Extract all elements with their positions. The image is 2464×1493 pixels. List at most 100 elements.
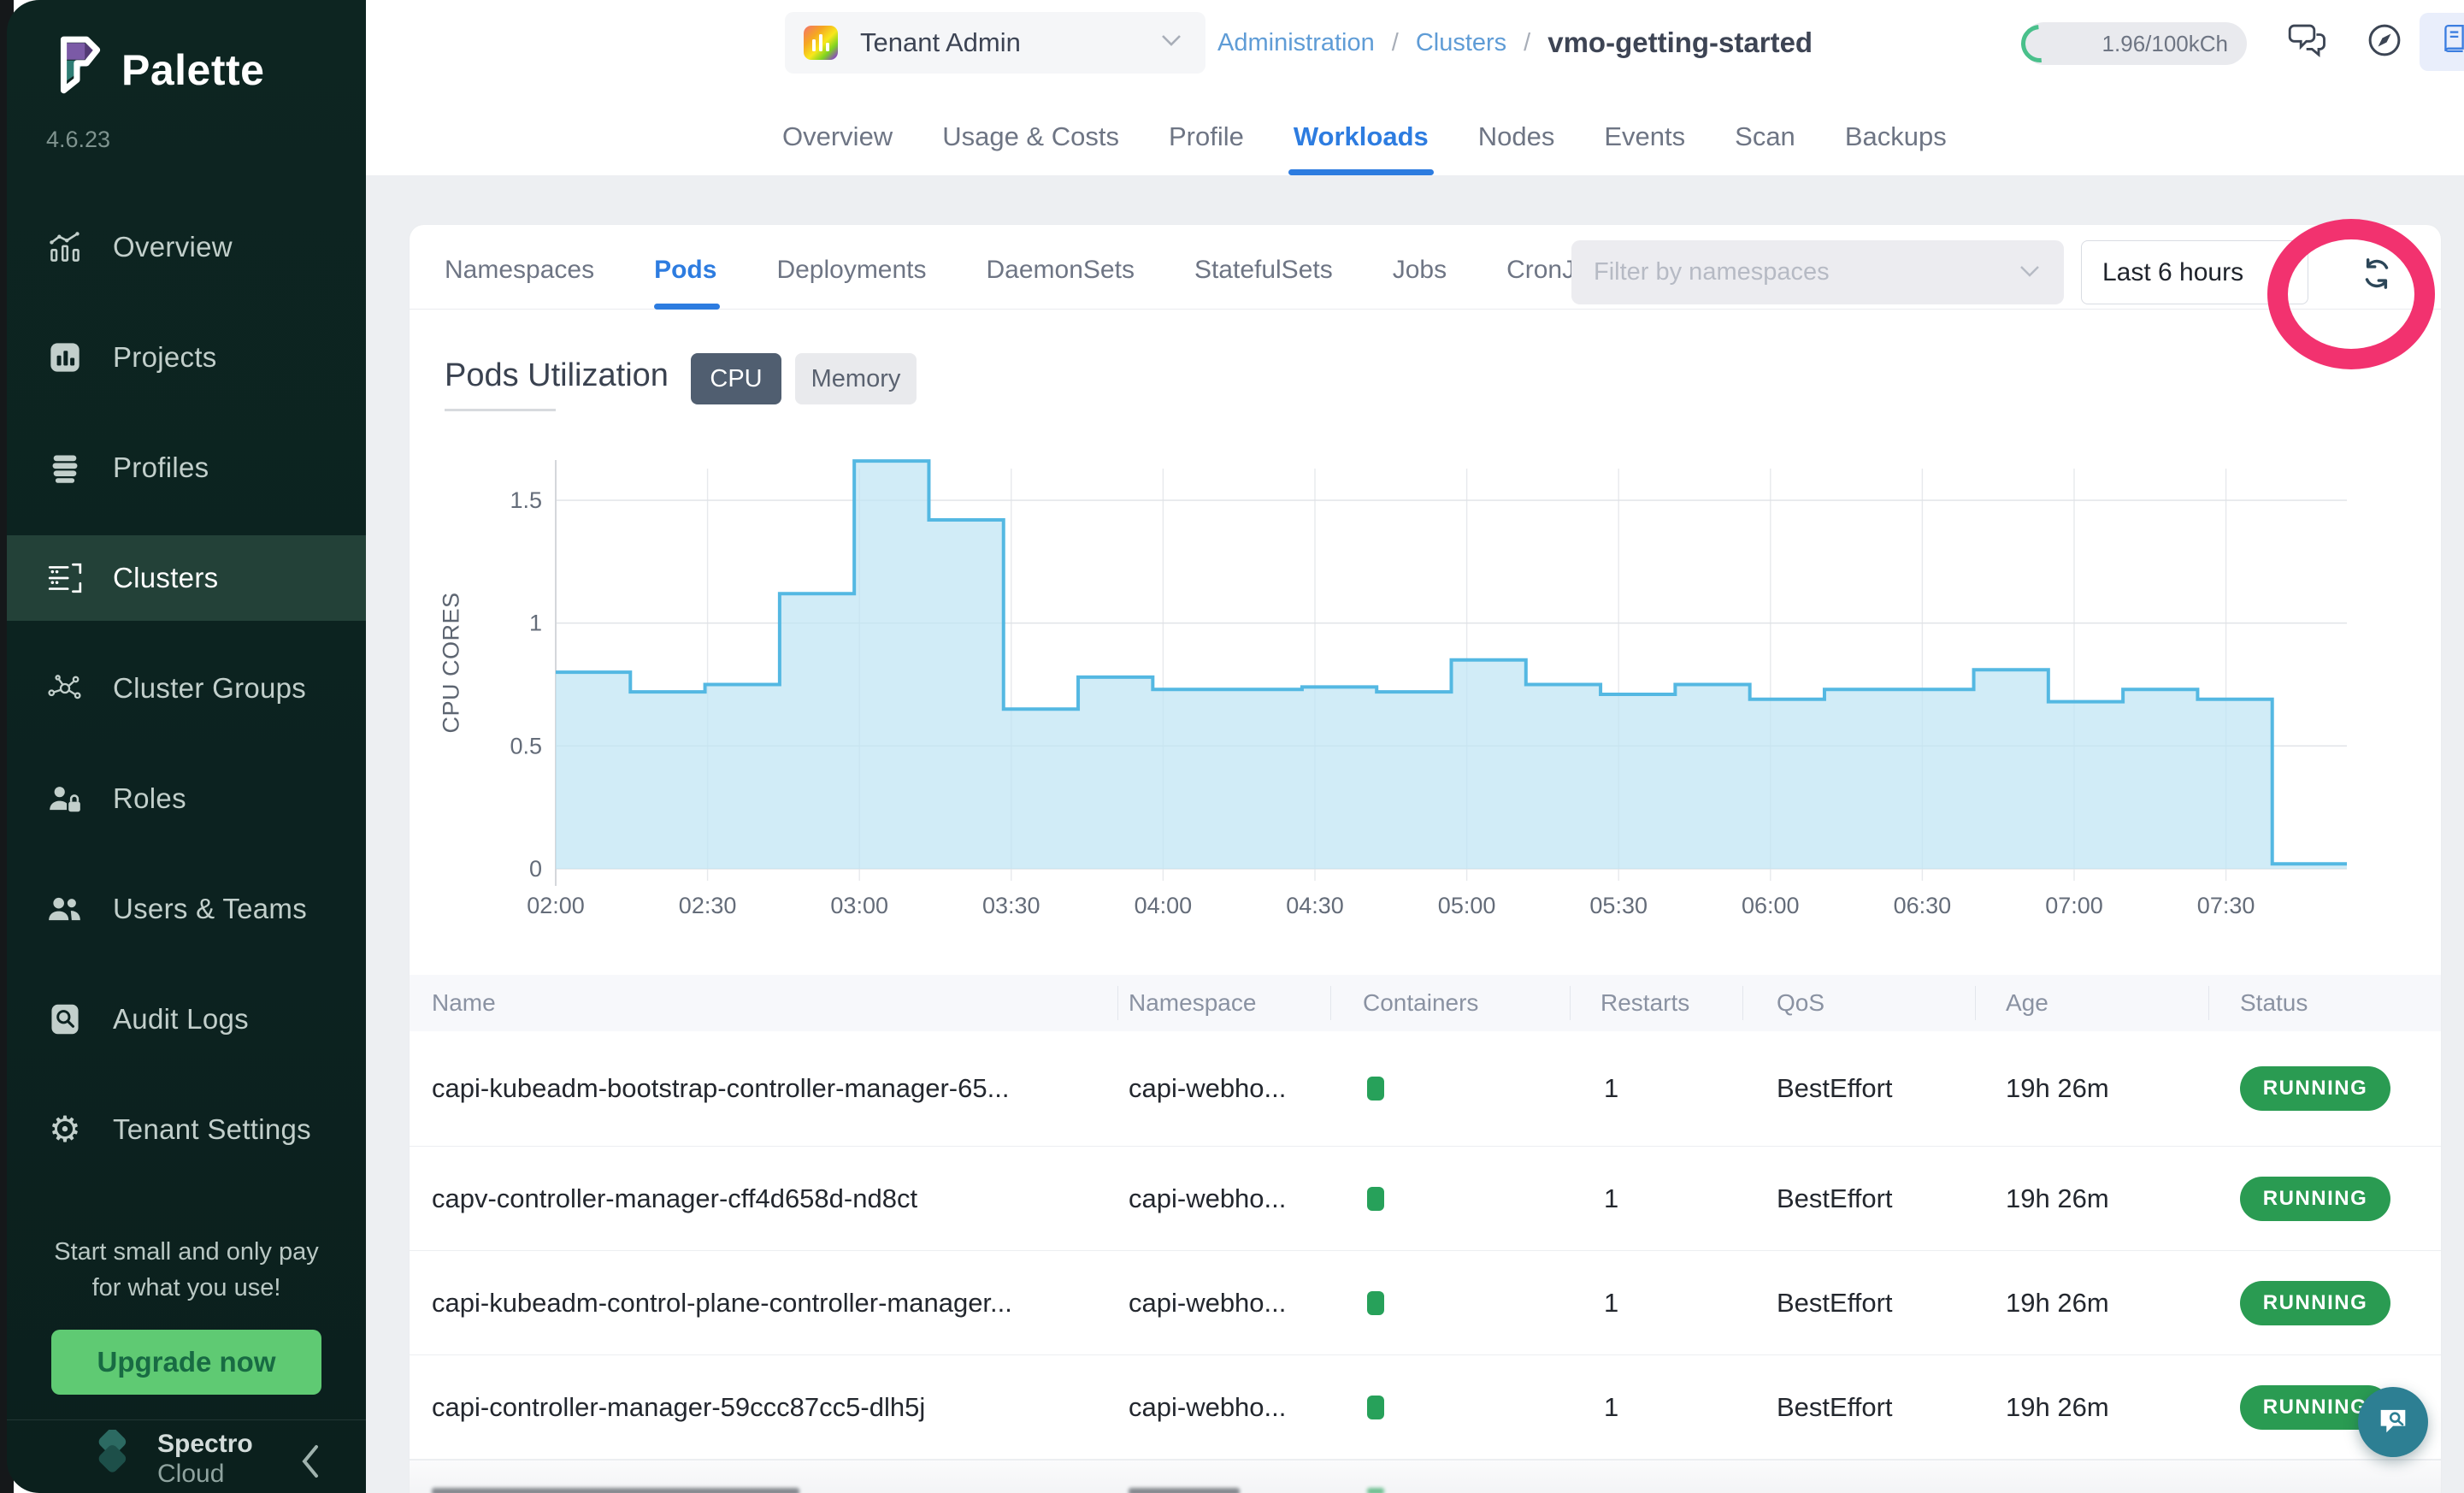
sidebar-item-clusters[interactable]: Clusters bbox=[7, 535, 366, 621]
cluster-tabs: Overview Usage & Costs Profile Workloads Nod… bbox=[782, 98, 1947, 175]
upgrade-now-button[interactable]: Upgrade now bbox=[51, 1330, 321, 1395]
compass-icon bbox=[2363, 19, 2406, 66]
workload-tab-pods[interactable]: Pods bbox=[654, 231, 721, 310]
memory-toggle-button[interactable]: Memory bbox=[795, 353, 917, 404]
sidebar-collapse-button[interactable] bbox=[289, 1442, 332, 1484]
feedback-chat-button[interactable] bbox=[2283, 17, 2332, 67]
workload-tab-deployments[interactable]: Deployments bbox=[776, 256, 927, 284]
sidebar-item-audit-logs[interactable]: Audit Logs bbox=[7, 977, 366, 1062]
sidebar-item-label: Profiles bbox=[113, 451, 209, 483]
docs-button[interactable]: Docs bbox=[2420, 13, 2464, 71]
promo-text-line2: for what you use! bbox=[91, 1274, 281, 1301]
sidebar-item-label: Overview bbox=[113, 231, 233, 263]
workload-tab-statefulsets[interactable]: StatefulSets bbox=[1194, 256, 1333, 284]
sidebar-item-label: Projects bbox=[113, 341, 217, 373]
sidebar-item-cluster-groups[interactable]: Cluster Groups bbox=[7, 646, 366, 731]
sidebar-item-projects[interactable]: Projects bbox=[7, 315, 366, 400]
app-logo: Palette bbox=[53, 34, 264, 105]
tenant-settings-icon: ⚙ bbox=[49, 1108, 81, 1150]
workload-tab-namespaces[interactable]: Namespaces bbox=[445, 256, 595, 284]
spectro-cloud-logo-icon bbox=[85, 1428, 140, 1489]
tab-profile[interactable]: Profile bbox=[1168, 121, 1244, 151]
container-status-square bbox=[1367, 1395, 1384, 1419]
namespace-filter-input[interactable] bbox=[1571, 240, 2064, 304]
overview-icon bbox=[46, 228, 84, 266]
sidebar-item-label: Clusters bbox=[113, 562, 219, 593]
sidebar-item-label: Roles bbox=[113, 782, 186, 814]
chart-y-tick-label: 1 bbox=[529, 611, 542, 636]
chart-x-tick-label: 02:00 bbox=[527, 893, 585, 918]
workload-tab-daemonsets[interactable]: DaemonSets bbox=[986, 256, 1135, 284]
profiles-icon bbox=[46, 449, 84, 487]
pods-table-header: Name Namespace Containers Restarts QoS Age Sta… bbox=[410, 975, 2441, 1031]
chart-y-tick-label: 0 bbox=[529, 856, 542, 882]
tab-workloads[interactable]: Workloads bbox=[1288, 98, 1434, 175]
sidebar-item-overview[interactable]: Overview bbox=[7, 204, 366, 290]
pod-name: capi-controller-manager-59ccc87cc5-dlh5j bbox=[432, 1391, 926, 1422]
help-chat-fab[interactable] bbox=[2358, 1387, 2428, 1457]
tab-scan[interactable]: Scan bbox=[1735, 121, 1795, 151]
workload-tabs-divider bbox=[410, 309, 2441, 310]
projects-icon bbox=[46, 339, 84, 376]
chart-line bbox=[556, 459, 2347, 866]
chat-search-icon bbox=[2374, 1402, 2412, 1443]
cluster-groups-icon bbox=[46, 670, 84, 707]
table-row[interactable]: capi-kubeadm-bootstrap-controller-manage… bbox=[410, 1031, 2441, 1147]
workload-tab-jobs[interactable]: Jobs bbox=[1392, 256, 1447, 284]
sidebar-item-tenant-settings[interactable]: ⚙ Tenant Settings bbox=[7, 1087, 366, 1172]
tab-nodes[interactable]: Nodes bbox=[1477, 121, 1555, 151]
refresh-button[interactable] bbox=[2353, 251, 2401, 299]
sidebar-item-label: Cluster Groups bbox=[113, 672, 307, 704]
container-status-square bbox=[1367, 1077, 1384, 1101]
app-version: 4.6.23 bbox=[46, 127, 111, 152]
chevron-down-icon bbox=[1161, 34, 1182, 51]
cpu-toggle-button[interactable]: CPU bbox=[691, 353, 781, 404]
roles-icon bbox=[46, 780, 84, 817]
breadcrumb-separator: / bbox=[1391, 28, 1399, 56]
table-row[interactable]: capv-controller-manager-cff4d658d-nd8ct c… bbox=[410, 1147, 2441, 1251]
workload-tabs: Namespaces Pods Deployments DaemonSets State… bbox=[445, 231, 1617, 310]
column-divider bbox=[2208, 986, 2209, 1020]
pod-qos: BestEffort bbox=[1777, 1391, 1893, 1422]
status-badge: RUNNING bbox=[2240, 1066, 2390, 1111]
pod-age: 19h 26m bbox=[2006, 1391, 2109, 1422]
users-teams-icon bbox=[46, 890, 84, 928]
refresh-icon bbox=[2357, 254, 2396, 298]
sidebar-item-roles[interactable]: Roles bbox=[7, 756, 366, 841]
sidebar-divider bbox=[7, 1419, 366, 1420]
time-range-select[interactable]: Last 6 hours bbox=[2081, 240, 2308, 304]
chart-title-underline bbox=[445, 409, 556, 411]
tenant-selector-label: Tenant Admin bbox=[860, 27, 1021, 57]
breadcrumb-link-administration[interactable]: Administration bbox=[1217, 28, 1375, 56]
chart-x-tick-label: 02:30 bbox=[679, 893, 737, 918]
chart-x-tick-label: 03:00 bbox=[830, 893, 888, 918]
tenant-selector[interactable]: Tenant Admin bbox=[785, 12, 1205, 74]
pod-age: 19h 26m bbox=[2006, 1287, 2109, 1318]
time-range-value: Last 6 hours bbox=[2102, 257, 2244, 286]
usage-progress-arc bbox=[2013, 17, 2066, 70]
tab-usage-costs[interactable]: Usage & Costs bbox=[942, 121, 1119, 151]
pod-restarts: 1 bbox=[1604, 1391, 1619, 1422]
sidebar-item-label: Users & Teams bbox=[113, 893, 308, 924]
sidebar-item-users-teams[interactable]: Users & Teams bbox=[7, 866, 366, 952]
tab-overview[interactable]: Overview bbox=[782, 121, 893, 151]
explore-compass-button[interactable] bbox=[2360, 17, 2409, 67]
table-row[interactable]: capi-controller-manager-59ccc87cc5-dlh5j… bbox=[410, 1355, 2441, 1460]
chart-x-tick-label: 03:30 bbox=[982, 893, 1040, 918]
chart-x-tick-label: 04:00 bbox=[1135, 893, 1193, 918]
app-name: Palette bbox=[121, 45, 265, 94]
column-header-namespace: Namespace bbox=[1129, 989, 1257, 1016]
table-row[interactable]: capi-kubeadm-control-plane-controller-ma… bbox=[410, 1251, 2441, 1355]
table-row-partial bbox=[410, 1460, 2441, 1493]
tab-events[interactable]: Events bbox=[1604, 121, 1686, 151]
tab-backups[interactable]: Backups bbox=[1844, 121, 1947, 151]
sidebar-item-profiles[interactable]: Profiles bbox=[7, 425, 366, 510]
status-badge: RUNNING bbox=[2240, 1280, 2390, 1325]
pod-age: 19h 26m bbox=[2006, 1073, 2109, 1103]
palette-logo-icon bbox=[53, 34, 106, 105]
pod-namespace: capi-webho... bbox=[1129, 1287, 1287, 1318]
breadcrumb-link-clusters[interactable]: Clusters bbox=[1415, 28, 1507, 56]
breadcrumb-separator: / bbox=[1524, 28, 1531, 56]
column-header-containers: Containers bbox=[1363, 989, 1479, 1016]
promo-text-line1: Start small and only pay bbox=[54, 1238, 319, 1266]
